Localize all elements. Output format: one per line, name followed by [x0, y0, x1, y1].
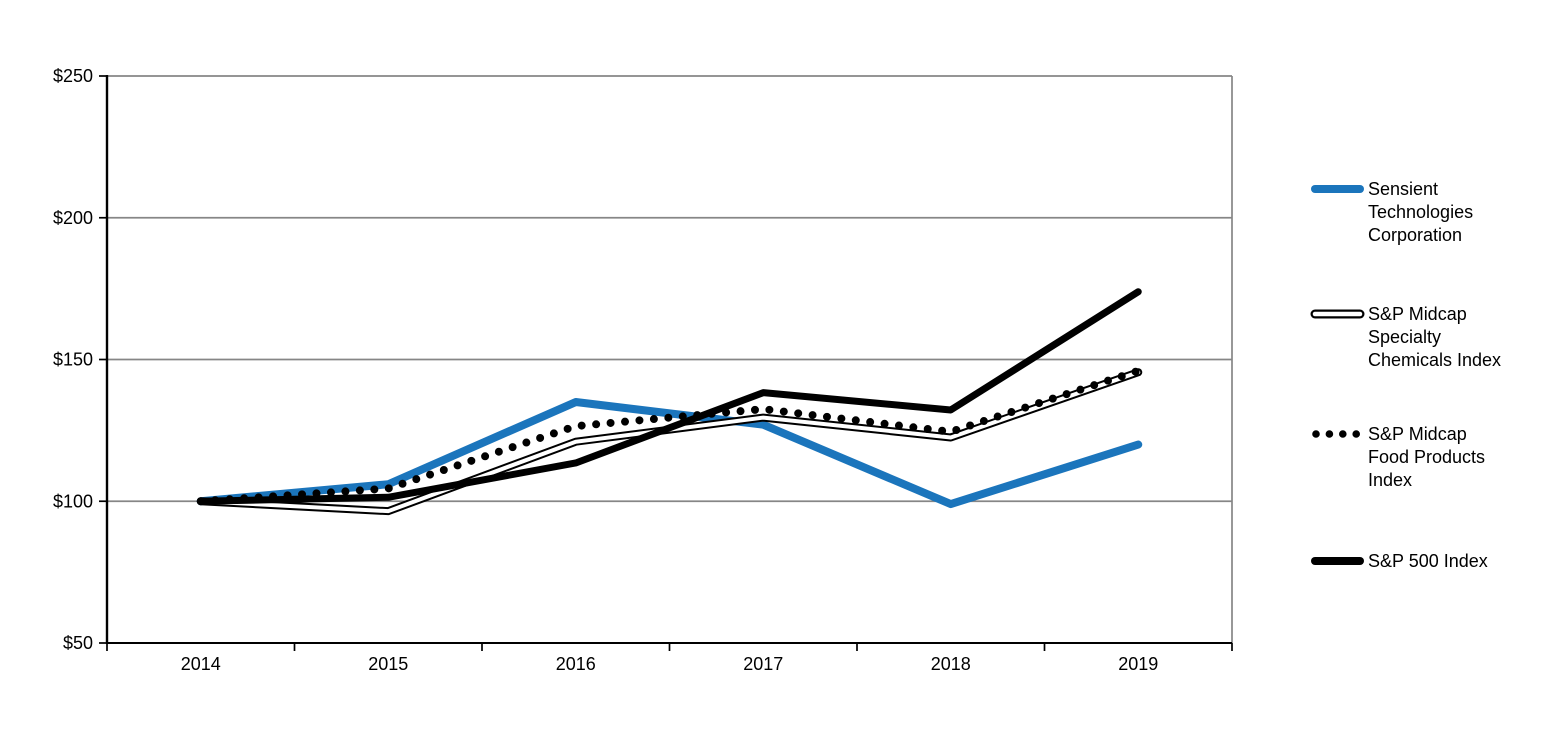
- y-axis-label: $50: [63, 633, 93, 653]
- legend-item-sp500: S&P 500 Index: [1310, 550, 1528, 573]
- y-axis-label: $200: [53, 208, 93, 228]
- series-line-s-p-500-index: [197, 288, 1142, 505]
- y-axis-label: $100: [53, 491, 93, 511]
- chart-legend: Sensient Technologies Corporation S&P Mi…: [1310, 0, 1530, 736]
- legend-item-sensient: Sensient Technologies Corporation: [1310, 178, 1528, 247]
- legend-label-specialty-chemicals: S&P Midcap Specialty Chemicals Index: [1368, 304, 1502, 370]
- y-axis-label: $150: [53, 350, 93, 370]
- dotted-line-icon: [1312, 430, 1361, 438]
- double-line-icon: [1310, 309, 1365, 319]
- solid-black-line-icon: [1311, 557, 1364, 565]
- x-axis-label: 2016: [556, 654, 596, 674]
- legend-item-food-products: S&P Midcap Food Products Index: [1310, 423, 1528, 492]
- x-axis-label: 2018: [931, 654, 971, 674]
- y-axis-label: $250: [53, 66, 93, 86]
- legend-label-sensient: Sensient Technologies Corporation: [1368, 179, 1474, 245]
- x-axis-label: 2019: [1118, 654, 1158, 674]
- x-axis-label: 2015: [368, 654, 408, 674]
- legend-item-specialty-chemicals: S&P Midcap Specialty Chemicals Index: [1310, 303, 1528, 372]
- solid-blue-line-icon: [1311, 185, 1364, 193]
- series-line-sensient-technologies-corporation: [196, 398, 1143, 509]
- series-line-s-p-midcap-food-products-index: [196, 366, 1143, 506]
- legend-label-sp500: S&P 500 Index: [1368, 551, 1488, 571]
- legend-label-food-products: S&P Midcap Food Products Index: [1368, 424, 1486, 490]
- x-axis-label: 2017: [743, 654, 783, 674]
- x-axis-label: 2014: [181, 654, 221, 674]
